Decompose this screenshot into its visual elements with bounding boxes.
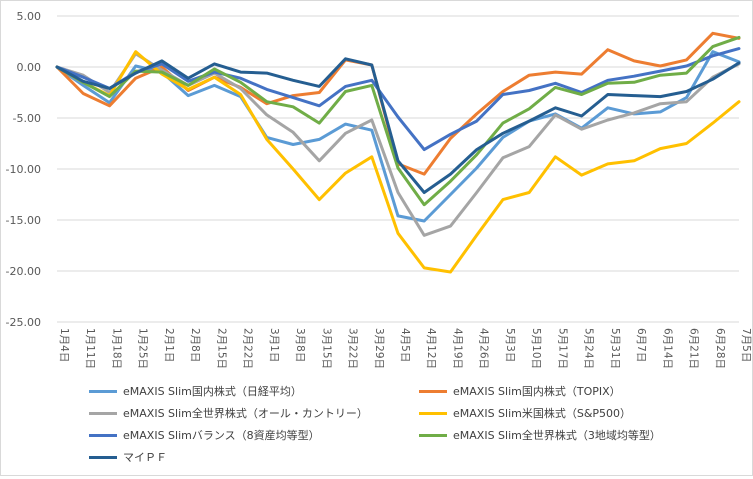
- y-tick-label: 5.00: [17, 10, 42, 23]
- x-tick-label: 4月5日: [399, 328, 411, 362]
- legend-item: eMAXIS Slim国内株式（TOPIX）: [419, 383, 621, 399]
- y-axis-ticks: 5.00 0.00 -5.00 -10.00 -15.00 -20.00 -25.00: [6, 10, 41, 329]
- legend-label: eMAXIS Slimバランス（8資産均等型）: [123, 429, 320, 442]
- x-tick-label: 2月22日: [242, 328, 254, 369]
- x-tick-label: 5月17日: [556, 328, 568, 369]
- x-tick-label: 1月18日: [110, 328, 122, 369]
- x-tick-label: 4月26日: [478, 328, 490, 369]
- x-tick-label: 6月28日: [714, 328, 726, 369]
- legend-item: マイＰＦ: [89, 449, 167, 465]
- x-tick-label: 4月12日: [425, 328, 437, 369]
- y-tick-label: -15.00: [6, 214, 41, 227]
- legend-label: eMAXIS Slim全世界株式（3地域均等型）: [453, 429, 661, 442]
- y-tick-label: -25.00: [6, 316, 41, 329]
- x-tick-label: 2月15日: [215, 328, 227, 369]
- legend-label: eMAXIS Slim国内株式（日経平均）: [123, 385, 302, 398]
- series-line-5: [55, 47, 741, 152]
- x-tick-label: 5月31日: [609, 328, 621, 369]
- legend-swatch: [419, 389, 447, 393]
- legend-swatch: [419, 411, 447, 415]
- x-tick-label: 1月25日: [137, 328, 149, 369]
- series-line-7: [55, 57, 741, 194]
- y-tick-label: -5.00: [13, 112, 41, 125]
- legend-swatch: [89, 433, 117, 437]
- x-tick-label: 5月24日: [583, 328, 595, 369]
- y-tick-label: -10.00: [6, 163, 41, 176]
- y-tick-label: -20.00: [6, 265, 41, 278]
- x-tick-label: 2月1日: [163, 328, 175, 362]
- x-tick-label: 3月1日: [268, 328, 280, 362]
- legend-label: eMAXIS Slim米国株式（S&P500）: [453, 407, 632, 420]
- series-line-6: [55, 35, 741, 207]
- x-tick-label: 7月5日: [740, 328, 752, 362]
- legend-label: eMAXIS Slim国内株式（TOPIX）: [453, 385, 621, 398]
- x-tick-label: 3月15日: [320, 328, 332, 369]
- y-tick-label: 0.00: [17, 61, 42, 74]
- x-tick-label: 1月4日: [58, 328, 70, 362]
- legend-item: eMAXIS Slim全世界株式（3地域均等型）: [419, 427, 661, 443]
- x-tick-label: 3月29日: [373, 328, 385, 369]
- series-line-2: [55, 31, 741, 176]
- x-tick-label: 6月14日: [661, 328, 673, 369]
- legend-swatch: [89, 389, 117, 393]
- legend-swatch: [89, 411, 117, 415]
- x-tick-label: 6月21日: [688, 328, 700, 369]
- x-tick-label: 5月10日: [530, 328, 542, 369]
- legend-swatch: [89, 455, 117, 459]
- legend-label: マイＰＦ: [123, 451, 167, 464]
- x-tick-label: 5月3日: [504, 328, 516, 362]
- x-tick-label: 1月11日: [84, 328, 96, 369]
- x-axis-ticks: 1月4日 1月11日 1月18日 1月25日 2月1日 2月8日 2月15日 2月22日 3月1…: [58, 328, 752, 369]
- legend-label: eMAXIS Slim全世界株式（オール・カントリー）: [123, 407, 368, 420]
- series-line-4: [55, 50, 741, 274]
- x-tick-label: 4月19日: [451, 328, 463, 369]
- x-tick-label: 3月22日: [347, 328, 359, 369]
- legend-item: eMAXIS Slimバランス（8資産均等型）: [89, 427, 320, 443]
- legend-item: eMAXIS Slim全世界株式（オール・カントリー）: [89, 405, 368, 421]
- x-tick-label: 2月8日: [189, 328, 201, 362]
- x-tick-label: 3月8日: [294, 328, 306, 362]
- x-tick-label: 6月7日: [635, 328, 647, 362]
- legend-item: eMAXIS Slim国内株式（日経平均）: [89, 383, 302, 399]
- legend-item: eMAXIS Slim米国株式（S&P500）: [419, 405, 631, 421]
- series-lines: [55, 31, 741, 274]
- legend-swatch: [419, 433, 447, 437]
